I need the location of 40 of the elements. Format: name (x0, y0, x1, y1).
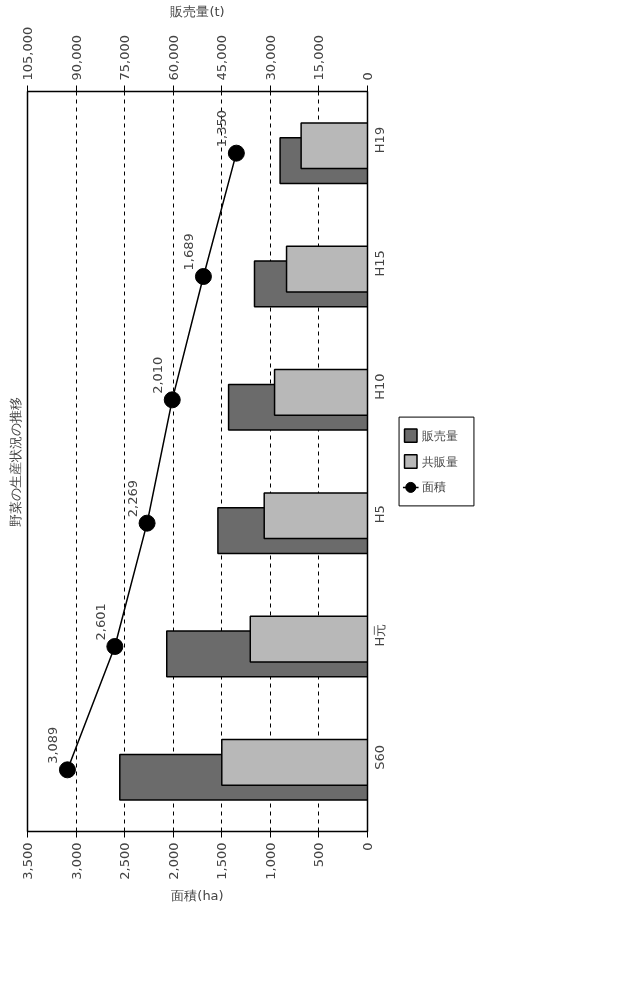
data-label: 2,601 (92, 603, 108, 641)
legend-label: 面積 (422, 480, 447, 495)
x-tick-label: 3,500 (20, 842, 35, 880)
point (227, 144, 245, 162)
legend-label: 販売量 (422, 428, 459, 443)
x-tick-label: 1,500 (214, 842, 230, 880)
x2-tick-label: 105,000 (20, 26, 35, 81)
y-tick-label: H19 (372, 126, 387, 154)
x2-axis-title: 販売量(t) (170, 3, 225, 19)
x-tick-label: 0 (360, 842, 375, 851)
x-tick-label: 1,000 (262, 842, 278, 880)
point (58, 761, 76, 779)
x2-tick-label: 15,000 (311, 35, 327, 81)
x-axis-title: 面積(ha) (171, 887, 224, 903)
x-tick-label: 3,000 (68, 842, 84, 880)
point (194, 268, 212, 285)
data-label: 1,350 (214, 109, 230, 148)
point (163, 391, 181, 409)
y-tick-label: H15 (372, 250, 387, 277)
text: 野菜の生産状況の推移 (7, 396, 23, 527)
y-tick-label: S60 (372, 745, 387, 770)
y-tick-label: H5 (372, 505, 387, 524)
x2-tick-label: 60,000 (165, 35, 181, 81)
data-label: 1,689 (181, 233, 197, 271)
data-label: 2,010 (150, 356, 166, 394)
x-tick-label: 2,000 (165, 842, 181, 880)
x2-tick-label: 0 (360, 72, 375, 81)
x2-tick-label: 75,000 (117, 35, 133, 81)
x-tick-label: 2,500 (117, 842, 133, 880)
x2-tick-label: 45,000 (214, 35, 230, 81)
data-label: 3,089 (45, 726, 61, 764)
y-tick-label: H元 (372, 623, 387, 647)
point (106, 638, 124, 655)
legend-label: 共販量 (422, 454, 459, 469)
x2-tick-label: 30,000 (262, 35, 278, 81)
data-label: 2,269 (125, 479, 141, 518)
x-tick-label: 500 (311, 842, 327, 868)
x2-tick-label: 90,000 (68, 35, 84, 81)
y-tick-label: H10 (372, 373, 387, 400)
point (138, 514, 156, 532)
